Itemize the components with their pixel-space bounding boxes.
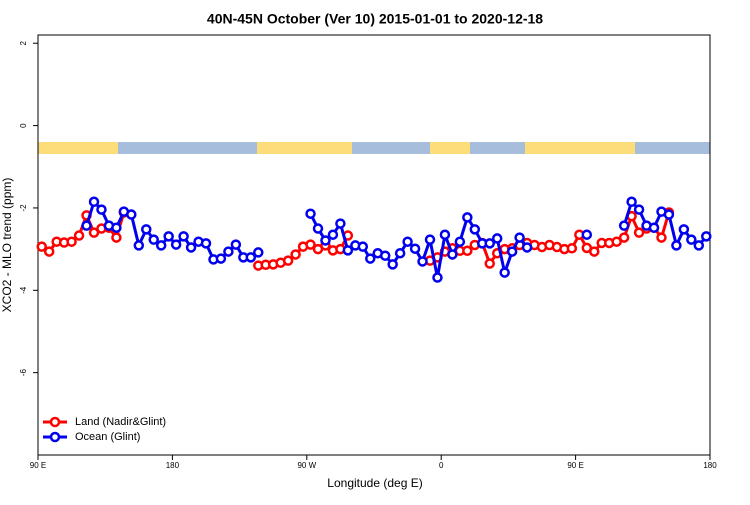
data-point xyxy=(506,246,518,257)
y-tick-label: -2 xyxy=(19,204,28,212)
data-point xyxy=(387,259,398,270)
data-point xyxy=(633,227,645,238)
data-point xyxy=(379,250,391,261)
y-tick-label: -4 xyxy=(19,286,28,294)
data-point xyxy=(484,258,495,269)
data-point xyxy=(581,229,593,240)
legend-label: Ocean (Glint) xyxy=(75,431,140,443)
data-point xyxy=(462,245,473,257)
x-tick-label: 0 xyxy=(439,461,444,470)
legend-marker xyxy=(49,431,61,443)
data-point xyxy=(230,239,242,250)
x-tick-label: 90 E xyxy=(30,461,46,470)
chart-title: 40N-45N October (Ver 10) 2015-01-01 to 2… xyxy=(207,11,543,27)
data-point xyxy=(253,247,264,258)
x-tick-label: 180 xyxy=(166,461,180,470)
data-point xyxy=(245,252,257,263)
data-point xyxy=(462,212,473,223)
data-point xyxy=(133,240,145,251)
data-point xyxy=(656,232,667,243)
data-point xyxy=(454,236,466,247)
x-tick-label: 90 E xyxy=(567,461,583,470)
data-point xyxy=(469,224,481,235)
data-point xyxy=(178,231,189,242)
data-point xyxy=(394,247,406,259)
data-point xyxy=(81,220,92,231)
data-point xyxy=(335,218,346,229)
data-point xyxy=(626,196,637,208)
data-point xyxy=(514,232,525,243)
data-point xyxy=(432,272,443,283)
data-point xyxy=(678,224,690,235)
data-point xyxy=(215,253,227,264)
data-point xyxy=(686,234,697,245)
y-tick-label: 2 xyxy=(19,40,28,45)
data-point xyxy=(439,229,451,240)
data-point xyxy=(633,204,645,215)
x-tick-label: 180 xyxy=(703,461,717,470)
data-point xyxy=(126,209,137,220)
data-point xyxy=(663,209,675,220)
data-point xyxy=(611,236,622,247)
data-point xyxy=(73,230,85,241)
data-point xyxy=(693,240,705,251)
data-point xyxy=(111,222,122,233)
data-point xyxy=(111,232,122,243)
y-tick-label: 0 xyxy=(19,123,28,128)
data-point xyxy=(305,208,316,219)
y-tick-label: -6 xyxy=(19,369,28,377)
data-point xyxy=(312,223,324,234)
legend: Land (Nadir&Glint) Ocean (Glint) xyxy=(43,416,166,443)
data-point xyxy=(148,234,159,245)
x-tick-label: 90 W xyxy=(297,461,316,470)
data-point xyxy=(305,239,316,250)
data-point xyxy=(141,224,152,235)
data-point xyxy=(223,246,234,257)
legend-marker xyxy=(49,416,61,428)
data-point xyxy=(409,243,421,254)
data-point xyxy=(648,222,660,233)
data-point xyxy=(365,253,376,264)
data-point xyxy=(170,239,182,250)
data-point xyxy=(618,232,630,243)
data-point xyxy=(491,233,503,244)
data-point xyxy=(618,220,630,231)
y-axis-label: XCO2 - MLO trend (ppm) xyxy=(0,178,14,313)
x-axis-label: Longitude (deg E) xyxy=(327,476,422,490)
land-ocean-strip xyxy=(38,142,710,154)
data-point xyxy=(521,242,533,253)
data-point xyxy=(200,238,212,249)
data-point xyxy=(417,256,428,267)
data-point xyxy=(282,255,294,266)
data-point xyxy=(342,245,354,256)
data-point xyxy=(290,249,301,260)
data-point xyxy=(327,229,339,240)
data-point xyxy=(671,240,682,251)
data-point xyxy=(96,204,107,215)
data-point xyxy=(185,242,197,253)
data-point xyxy=(320,235,331,246)
data-point xyxy=(88,196,100,208)
data-point xyxy=(357,241,369,252)
data-point xyxy=(484,238,495,249)
data-point xyxy=(589,246,600,257)
data-point xyxy=(447,249,458,260)
data-point xyxy=(66,236,77,247)
data-point xyxy=(155,240,167,251)
data-point xyxy=(36,241,47,252)
data-point xyxy=(163,231,174,242)
data-point xyxy=(43,246,55,257)
data-point xyxy=(402,236,413,247)
data-point xyxy=(424,234,436,245)
data-point xyxy=(88,227,100,238)
data-point xyxy=(499,267,510,278)
legend-label: Land (Nadir&Glint) xyxy=(75,416,166,428)
data-point xyxy=(566,243,578,254)
data-point xyxy=(701,231,712,242)
